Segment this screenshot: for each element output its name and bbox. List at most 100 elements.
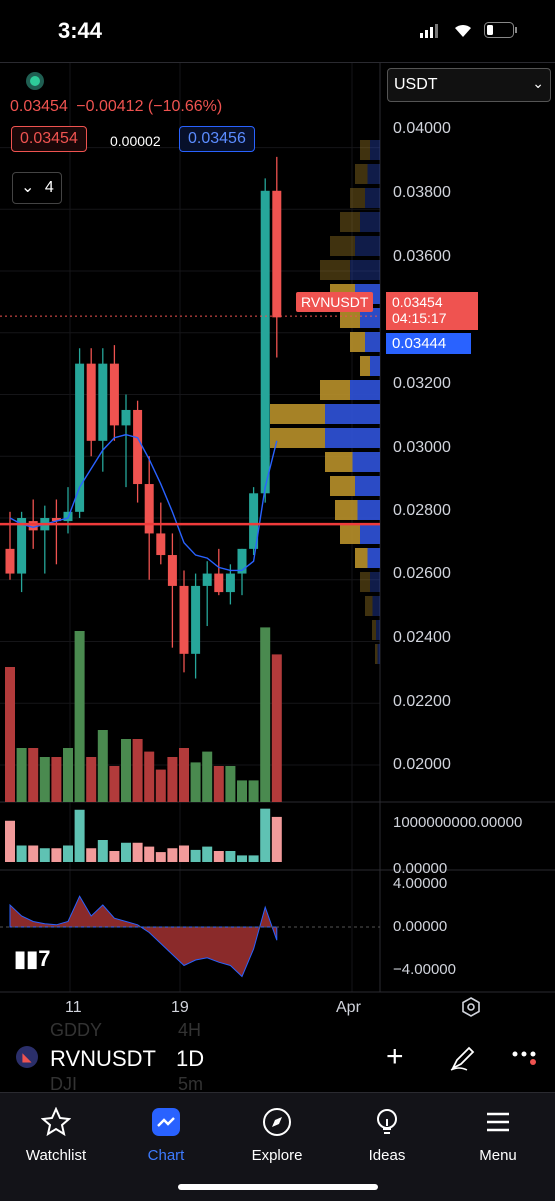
volume-profile-bar <box>372 620 376 640</box>
nav-label: Watchlist <box>25 1147 87 1164</box>
volume-profile-bar <box>340 308 360 328</box>
chart-settings-icon[interactable] <box>460 996 482 1023</box>
volume-bar <box>74 631 85 802</box>
more-icon[interactable] <box>511 1048 539 1071</box>
price-chart[interactable] <box>0 62 555 1032</box>
volume-bar <box>97 730 108 802</box>
osc-axis-top: 4.00000 <box>393 875 448 892</box>
volume-profile-bar <box>367 548 380 568</box>
volume-bar <box>237 780 247 802</box>
star-icon <box>40 1106 72 1137</box>
volume-bar <box>190 762 201 802</box>
price-label: 0.03600 <box>393 248 451 265</box>
volume-profile-bar <box>355 548 368 568</box>
volume-profile-bar <box>325 428 380 448</box>
volume-profile-bar <box>330 236 355 256</box>
price-label: 0.02600 <box>393 565 451 582</box>
signal-icon <box>420 24 440 43</box>
ask-button[interactable]: 0.03456 <box>179 126 255 152</box>
volume-profile-bar <box>325 452 353 472</box>
time-label: 11 <box>65 999 82 1016</box>
price-change: −0.00412 (−10.66%) <box>76 98 223 115</box>
spread-value: 0.00002 <box>110 133 161 149</box>
volume-profile-bar <box>360 572 370 592</box>
volume-bar <box>248 780 259 802</box>
current-price: 0.03454 <box>392 294 443 310</box>
volume-pane-bar <box>213 851 224 862</box>
volume-pane-bar <box>51 848 62 862</box>
volume-bar <box>39 757 50 802</box>
volume-profile-bar <box>372 596 380 616</box>
nav-explore[interactable]: Explore <box>227 1107 327 1164</box>
price-label: 0.02000 <box>393 756 451 773</box>
symbol-button[interactable]: RVNUSDT <box>50 1046 156 1071</box>
candle-body <box>98 363 108 441</box>
volume-profile-bar <box>360 524 380 544</box>
tradingview-logo: ▮▮7 <box>14 946 51 971</box>
candle-body <box>75 363 85 512</box>
currency-select[interactable]: USDT ⌄ <box>387 68 551 102</box>
volume-pane-bar <box>248 855 259 862</box>
bid-button[interactable]: 0.03454 <box>11 126 87 152</box>
symbol-price-tag: RVNUSDT <box>296 292 374 312</box>
price-label: 0.02200 <box>393 693 451 710</box>
volume-profile-bar <box>370 140 380 160</box>
nav-watchlist[interactable]: Watchlist <box>6 1106 106 1164</box>
volume-bar <box>51 757 62 802</box>
compass-icon <box>263 1108 291 1136</box>
volume-pane-bar <box>121 842 131 862</box>
candle-body <box>133 409 143 485</box>
volume-profile-bar <box>360 212 380 232</box>
volume-pane-bar <box>179 845 189 862</box>
volume-profile-bar <box>355 236 380 256</box>
volume-profile-bar <box>360 140 370 160</box>
volume-profile-bar <box>367 164 380 184</box>
volume-pane-bar <box>132 842 143 862</box>
nav-label: Ideas <box>368 1147 406 1164</box>
candle-body <box>202 573 212 586</box>
home-indicator <box>178 1184 378 1190</box>
volume-profile-bar <box>365 596 373 616</box>
volume-profile-bar <box>350 188 365 208</box>
volume-profile-bar <box>360 356 370 376</box>
header-price-row: 0.03454 −0.00412 (−10.66%) <box>10 98 222 116</box>
price-label: 0.02400 <box>393 629 451 646</box>
candle-body <box>260 190 270 494</box>
volume-bar <box>155 769 166 802</box>
volume-bar <box>109 766 120 802</box>
chart-area[interactable]: 0.03454 −0.00412 (−10.66%) 0.03454 0.000… <box>0 62 555 1092</box>
drawing-tool-icon[interactable] <box>449 1044 477 1077</box>
indicators-toggle[interactable]: ⌄ 4 <box>12 172 62 204</box>
chevron-down-icon: ⌄ <box>21 179 35 196</box>
volume-pane-bar <box>5 820 15 862</box>
price-label: 0.02800 <box>393 502 451 519</box>
volume-profile-bar <box>335 500 358 520</box>
menu-icon <box>487 1112 509 1132</box>
interval-button[interactable]: 1D <box>176 1046 205 1071</box>
volume-profile-bar <box>350 332 365 352</box>
volume-profile-bar <box>340 212 360 232</box>
nav-menu[interactable]: Menu <box>448 1107 548 1164</box>
nav-chart[interactable]: Chart <box>116 1107 216 1164</box>
volume-profile-bar <box>357 500 380 520</box>
nav-ideas[interactable]: Ideas <box>337 1107 437 1164</box>
volume-bar <box>63 748 73 802</box>
osc-axis-bottom: −4.00000 <box>393 961 456 978</box>
oscillator-area <box>9 895 278 978</box>
currency-select-value: USDT <box>394 76 438 93</box>
volume-profile-bar <box>352 452 380 472</box>
osc-axis-mid: 0.00000 <box>393 918 448 935</box>
volume-pane-bar <box>74 809 85 862</box>
volume-profile-bar <box>350 260 380 280</box>
candle-body <box>17 518 27 574</box>
candle-body <box>86 363 96 441</box>
volume-profile-bar <box>270 404 325 424</box>
volume-profile-bar <box>365 332 380 352</box>
volume-profile-bar <box>355 476 380 496</box>
chevron-down-icon: ⌄ <box>532 75 544 91</box>
last-price: 0.03454 <box>10 98 68 115</box>
add-icon[interactable]: + <box>386 1040 404 1073</box>
ghost-interval: 5m <box>178 1074 204 1094</box>
volume-pane-bar <box>190 849 201 862</box>
nav-label: Menu <box>479 1147 517 1164</box>
